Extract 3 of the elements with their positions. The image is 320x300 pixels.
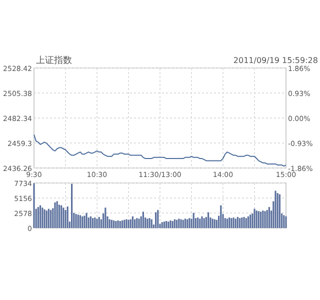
line-series	[34, 134, 286, 167]
chart-subtitle: 2011/09/19 15:59:28	[233, 56, 318, 65]
chart-title: 上证指数	[36, 55, 72, 66]
